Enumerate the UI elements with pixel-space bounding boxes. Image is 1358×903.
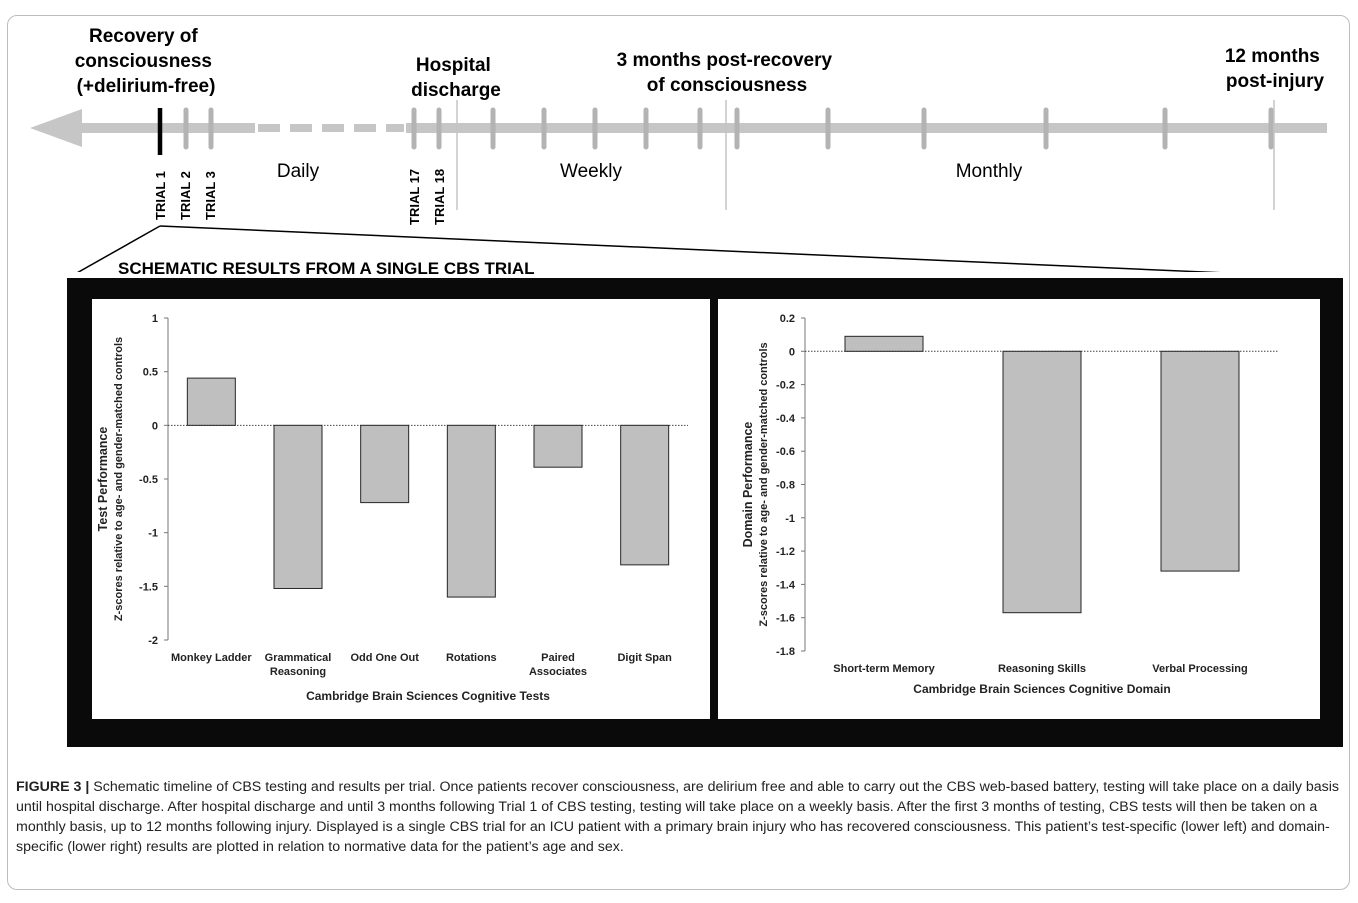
phase-daily-label: Daily <box>277 161 320 182</box>
inset-title: SCHEMATIC RESULTS FROM A SINGLE CBS TRIA… <box>118 259 535 279</box>
bar <box>1003 351 1081 612</box>
y-tick-label: -1.4 <box>776 579 796 591</box>
bar <box>187 378 235 425</box>
bar <box>534 425 582 467</box>
x-category-label: Odd One Out <box>350 652 419 664</box>
y-tick-label: 0.2 <box>780 313 795 325</box>
x-category-label: Short-term Memory <box>833 663 935 675</box>
trial-label: TRIAL 3 <box>203 171 218 220</box>
phase-monthly-label: Monthly <box>956 161 1023 182</box>
milestone-recovery-label: Recovery of consciousness (+delirium-fre… <box>75 26 218 97</box>
bar <box>447 425 495 597</box>
y-axis-subtitle: Z-scores relative to age- and gender-mat… <box>758 342 770 626</box>
bar <box>274 425 322 588</box>
y-tick-label: 0 <box>152 420 158 432</box>
y-tick-label: -1 <box>148 528 158 540</box>
timeline-milestone-lines <box>457 100 1274 210</box>
y-tick-label: -1 <box>785 513 795 525</box>
y-axis-title: Domain Performance <box>741 422 755 548</box>
bar <box>845 336 923 351</box>
caption-text: Schematic timeline of CBS testing and re… <box>16 779 1339 855</box>
y-tick-label: -1.5 <box>139 581 158 593</box>
trial-label: TRIAL 17 <box>407 169 422 225</box>
figure-caption: FIGURE 3 | Schematic timeline of CBS tes… <box>16 777 1346 857</box>
x-category-label: Verbal Processing <box>1152 663 1247 675</box>
caption-label: FIGURE 3 | <box>16 779 89 795</box>
y-tick-label: -1.6 <box>776 613 795 625</box>
y-axis-title: Test Performance <box>96 427 110 532</box>
y-tick-label: 0 <box>789 346 795 358</box>
trial-label: TRIAL 2 <box>178 171 193 220</box>
trial-label: TRIAL 18 <box>432 169 447 225</box>
y-axis-subtitle: Z-scores relative to age- and gender-mat… <box>113 337 125 621</box>
timeline-arrow <box>30 109 1327 147</box>
y-tick-label: 0.5 <box>143 367 158 379</box>
milestone-3-months-label: 3 months post-recovery of consciousness <box>617 50 838 96</box>
y-tick-label: -2 <box>148 635 158 647</box>
y-tick-label: -1.8 <box>776 646 795 658</box>
y-tick-label: -0.6 <box>776 446 795 458</box>
trial-label: TRIAL 1 <box>153 171 168 220</box>
y-tick-label: -0.2 <box>776 380 795 392</box>
timeline: Recovery of consciousness (+delirium-fre… <box>0 0 1358 272</box>
y-tick-label: -0.4 <box>776 413 796 425</box>
x-axis-title: Cambridge Brain Sciences Cognitive Tests <box>306 689 550 703</box>
milestone-discharge-label: Hospital discharge <box>411 55 501 101</box>
bar <box>1161 351 1239 571</box>
milestone-12-months-label: 12 months post-injury <box>1225 46 1325 92</box>
bar <box>621 425 669 565</box>
y-tick-label: -1.2 <box>776 546 795 558</box>
x-axis-title: Cambridge Brain Sciences Cognitive Domai… <box>913 682 1170 696</box>
x-category-label: Monkey Ladder <box>171 652 252 664</box>
phase-weekly-label: Weekly <box>560 161 622 182</box>
bar <box>361 425 409 502</box>
x-category-label: Digit Span <box>617 652 672 664</box>
x-category-label: Rotations <box>446 652 497 664</box>
x-category-label: Reasoning Skills <box>998 663 1086 675</box>
y-tick-label: -0.5 <box>139 474 158 486</box>
y-tick-label: -0.8 <box>776 480 795 492</box>
y-tick-label: 1 <box>152 313 158 325</box>
